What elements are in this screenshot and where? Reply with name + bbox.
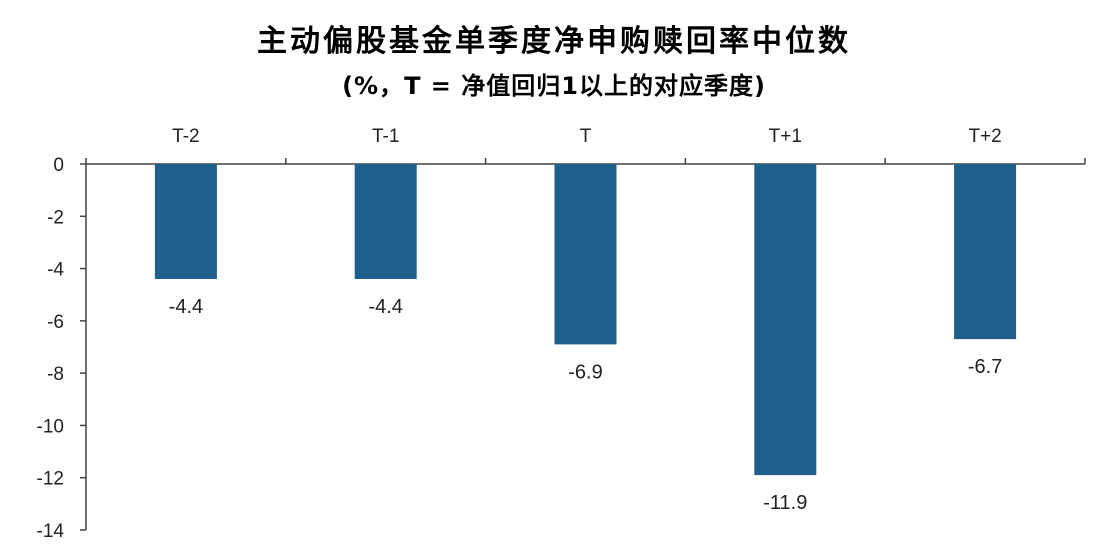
- y-tick-label: -14: [37, 521, 65, 542]
- data-label: -4.4: [368, 296, 402, 318]
- data-label: -6.9: [568, 361, 602, 383]
- category-label: T+2: [968, 126, 1001, 147]
- bar: [354, 164, 417, 280]
- category-label: T: [580, 126, 592, 147]
- y-tick-label: -10: [37, 416, 64, 437]
- y-tick-label: -4: [47, 260, 64, 281]
- category-label: T-1: [372, 126, 399, 147]
- y-tick-label: 0: [53, 155, 64, 176]
- data-label: -6.7: [968, 356, 1002, 378]
- category-label: T+1: [769, 126, 802, 147]
- data-label: -11.9: [763, 492, 807, 514]
- chart-title: 主动偏股基金单季度净申购赎回率中位数: [257, 24, 851, 59]
- y-tick-label: -12: [37, 469, 64, 490]
- bar: [554, 164, 617, 345]
- y-tick-label: -2: [47, 207, 64, 228]
- bar: [954, 164, 1017, 340]
- category-label: T-2: [172, 126, 199, 147]
- bar: [154, 164, 217, 280]
- y-tick-label: -6: [47, 312, 64, 333]
- data-label: -4.4: [169, 296, 203, 318]
- y-tick-label: -8: [47, 364, 64, 385]
- chart-subtitle: (%，T = 净值回归1以上的对应季度): [342, 72, 766, 100]
- bar: [754, 164, 817, 476]
